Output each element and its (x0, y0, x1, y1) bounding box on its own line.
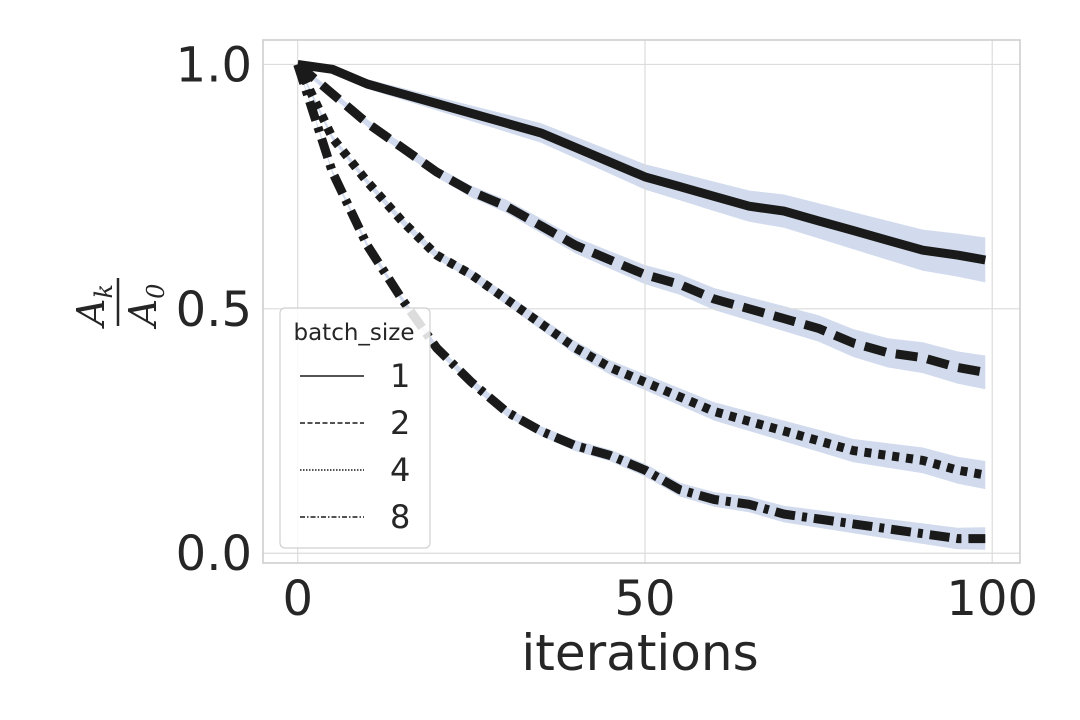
legend-entry-4: 4 (300, 451, 410, 489)
series-line-2 (294, 60, 987, 377)
legend-entries: 1 2 4 8 (300, 357, 410, 536)
legend-label: 2 (390, 404, 410, 442)
legend-label: 8 (390, 498, 410, 536)
series-line-1 (297, 59, 987, 265)
x-tick-label: 100 (946, 571, 1038, 627)
legend-title: batch_size (293, 320, 414, 346)
legend-label: 4 (390, 451, 410, 489)
legend: batch_size 1 2 4 8 (279, 307, 431, 549)
y-axis-label-denominator: A0 (121, 284, 170, 330)
plot-frame (262, 39, 1021, 564)
legend-entry-2: 2 (300, 404, 410, 442)
y-axis-ticks: 0.0 0.5 1.0 (176, 37, 252, 582)
y-axis-label-numerator: Ak (69, 284, 118, 329)
x-tick-label: 50 (614, 571, 675, 627)
x-axis-label: iterations (521, 624, 758, 682)
y-tick-label: 0.5 (176, 282, 252, 338)
legend-entry-8: 8 (300, 498, 410, 536)
x-tick-label: 0 (282, 571, 313, 627)
x-axis-ticks: 0 50 100 (282, 571, 1038, 627)
legend-box (279, 307, 431, 549)
y-tick-label: 1.0 (176, 37, 252, 93)
y-tick-label: 0.0 (176, 526, 252, 582)
legend-label: 1 (390, 357, 410, 395)
legend-entry-1: 1 (300, 357, 410, 395)
